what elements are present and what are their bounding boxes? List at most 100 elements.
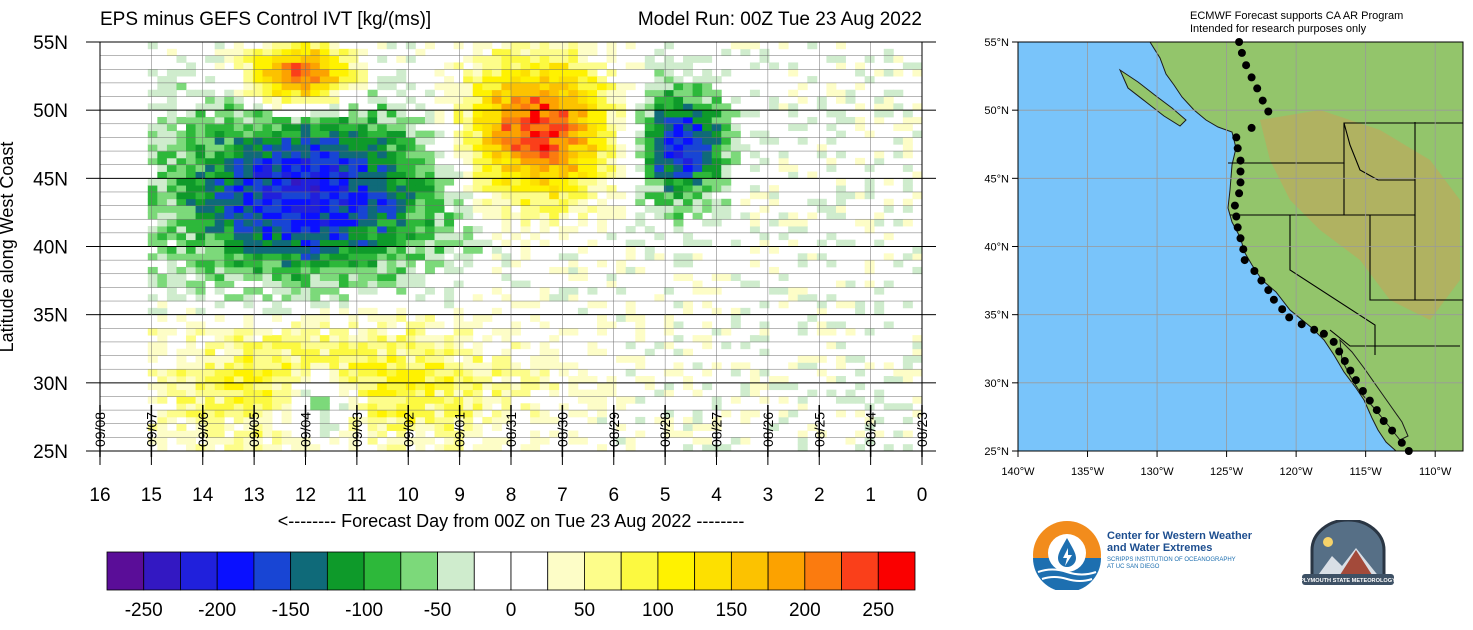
heat-cell xyxy=(396,69,407,77)
heat-cell xyxy=(291,253,302,261)
heat-cell xyxy=(721,116,732,125)
heat-cell xyxy=(654,205,665,213)
heat-cell xyxy=(683,416,694,425)
heat-cell xyxy=(243,164,254,172)
heat-cell xyxy=(424,164,435,172)
heat-cell xyxy=(482,157,493,166)
heat-cell xyxy=(405,116,416,125)
heat-cell xyxy=(501,157,512,166)
heat-cell xyxy=(692,287,703,295)
heat-cell xyxy=(444,76,455,84)
heat-cell xyxy=(348,444,359,452)
heat-cell xyxy=(367,246,378,254)
heat-cell xyxy=(625,437,636,445)
heat-cell xyxy=(730,144,741,152)
heat-cell xyxy=(539,185,550,193)
heat-cell xyxy=(262,205,273,213)
heat-cell xyxy=(749,260,760,268)
heat-cell xyxy=(692,151,703,159)
heat-cell xyxy=(205,260,216,268)
heat-cell xyxy=(434,369,445,377)
heat-cell xyxy=(386,226,397,234)
heat-cell xyxy=(338,301,349,309)
heat-cell xyxy=(740,280,751,288)
heat-cell xyxy=(539,137,550,145)
heat-cell xyxy=(272,219,283,227)
heat-cell xyxy=(243,403,254,411)
heat-cell xyxy=(587,389,598,397)
heat-cell xyxy=(482,130,493,138)
heat-cell xyxy=(166,287,177,295)
heat-cell xyxy=(635,103,646,111)
heat-cell xyxy=(186,219,196,227)
heat-cell xyxy=(740,341,751,350)
heat-cell xyxy=(625,341,636,350)
heat-cell xyxy=(214,232,225,241)
heat-cell xyxy=(233,110,244,118)
heat-cell xyxy=(166,164,177,172)
heat-cell xyxy=(807,314,818,322)
heat-cell xyxy=(539,62,550,70)
heat-cell xyxy=(348,151,359,159)
heat-cell xyxy=(195,382,206,391)
heat-cell xyxy=(377,151,388,159)
heat-cell xyxy=(405,382,416,391)
heat-cell xyxy=(577,137,588,145)
heat-cell xyxy=(749,389,760,397)
heat-cell xyxy=(329,273,340,281)
heat-cell xyxy=(377,362,388,370)
heat-cell xyxy=(663,191,674,200)
heat-cell xyxy=(281,130,292,138)
heat-cell xyxy=(291,198,302,206)
heat-cell xyxy=(702,157,713,166)
heatmap-area xyxy=(147,42,923,452)
heat-cell xyxy=(453,62,464,70)
heat-cell xyxy=(377,273,388,281)
heat-cell xyxy=(310,212,321,220)
coast-point xyxy=(1278,305,1287,314)
heat-cell xyxy=(329,55,340,63)
heat-cell xyxy=(577,171,588,179)
heat-cell xyxy=(558,103,569,111)
heat-cell xyxy=(291,444,302,452)
heat-cell xyxy=(663,164,674,172)
heat-cell xyxy=(864,416,875,425)
heat-cell xyxy=(310,76,321,84)
heat-cell xyxy=(166,48,177,57)
heat-cell xyxy=(233,430,244,438)
heat-cell xyxy=(176,266,187,275)
heat-cell xyxy=(816,144,827,152)
heat-cell xyxy=(262,212,273,220)
heat-cell xyxy=(243,232,254,241)
heat-cell xyxy=(558,89,569,97)
heat-cell xyxy=(310,444,321,452)
heat-cell xyxy=(205,273,216,281)
heat-cell xyxy=(166,294,177,302)
heat-cell xyxy=(788,239,799,247)
heat-cell xyxy=(663,328,674,336)
heat-cell xyxy=(338,246,349,254)
heat-cell xyxy=(205,369,216,377)
heat-cell xyxy=(635,328,646,336)
heat-cell xyxy=(568,76,579,84)
heat-cell xyxy=(883,198,894,206)
heat-cell xyxy=(377,389,388,397)
heat-cell xyxy=(195,219,206,227)
heat-cell xyxy=(434,226,445,234)
heat-cell xyxy=(176,232,187,241)
heat-cell xyxy=(482,171,493,179)
heat-cell xyxy=(205,55,216,63)
heat-cell xyxy=(214,130,225,138)
heat-cell xyxy=(855,369,866,377)
heat-cell xyxy=(157,76,168,84)
heat-cell xyxy=(243,321,254,329)
heat-cell xyxy=(472,185,483,193)
heat-cell xyxy=(807,362,818,370)
heat-cell xyxy=(577,130,588,138)
heat-cell xyxy=(453,321,464,329)
heat-cell xyxy=(377,396,388,404)
heat-cell xyxy=(319,116,330,125)
heat-cell xyxy=(539,416,550,425)
heat-cell xyxy=(587,151,598,159)
heat-cell xyxy=(740,307,751,316)
